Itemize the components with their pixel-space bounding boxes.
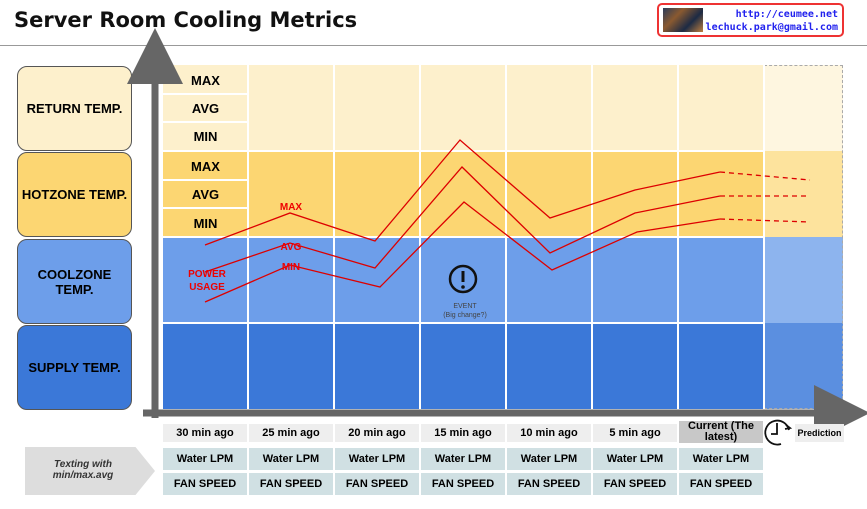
event-title: EVENT bbox=[453, 303, 477, 310]
avg-line bbox=[204, 166, 721, 273]
prediction-cell bbox=[764, 65, 843, 151]
water-lpm-cell: Water LPM bbox=[421, 448, 505, 470]
fan-speed-cell: FAN SPEED bbox=[507, 473, 591, 495]
min-line bbox=[204, 201, 721, 303]
return-avg-label: AVG bbox=[191, 100, 220, 116]
max-line bbox=[204, 139, 721, 246]
water-lpm-cell: Water LPM bbox=[249, 448, 333, 470]
time-label: 15 min ago bbox=[421, 424, 505, 442]
grid-line bbox=[763, 65, 765, 409]
contact-url[interactable]: http://ceumee.net bbox=[735, 9, 838, 20]
contact-email[interactable]: lechuck.park@gmail.com bbox=[705, 22, 838, 33]
grid-line bbox=[163, 93, 247, 95]
time-label: 5 min ago bbox=[593, 424, 677, 442]
band-supply bbox=[163, 323, 764, 409]
grid-line bbox=[163, 121, 247, 123]
min-prediction-line bbox=[719, 218, 811, 223]
water-lpm-cell: Water LPM bbox=[593, 448, 677, 470]
max-prediction-line bbox=[719, 171, 811, 181]
time-label: 10 min ago bbox=[507, 424, 591, 442]
grid-line bbox=[163, 236, 764, 238]
time-label-current: Current (The latest) bbox=[679, 421, 763, 443]
min-series-label: MIN bbox=[281, 262, 301, 273]
fan-speed-cell: FAN SPEED bbox=[249, 473, 333, 495]
return-max-label: MAX bbox=[191, 72, 220, 88]
zone-label-coolzone: COOLZONE TEMP. bbox=[17, 239, 132, 324]
hotzone-min-label: MIN bbox=[193, 215, 218, 231]
fan-speed-cell: FAN SPEED bbox=[593, 473, 677, 495]
zone-label-supply: SUPPLY TEMP. bbox=[17, 325, 132, 410]
time-label: 30 min ago bbox=[163, 424, 247, 442]
fan-speed-cell: FAN SPEED bbox=[679, 473, 763, 495]
event-icon bbox=[448, 264, 478, 294]
water-lpm-cell: Water LPM bbox=[679, 448, 763, 470]
avatar bbox=[663, 8, 703, 32]
fan-speed-cell: FAN SPEED bbox=[163, 473, 247, 495]
grid-line bbox=[163, 150, 764, 152]
event-note: (Big change?) bbox=[443, 312, 487, 319]
event-label: EVENT (Big change?) bbox=[430, 302, 500, 320]
prediction-cell bbox=[764, 237, 843, 323]
clock-icon bbox=[764, 419, 793, 446]
fan-speed-cell: FAN SPEED bbox=[421, 473, 505, 495]
max-series-label: MAX bbox=[279, 202, 303, 213]
fan-speed-cell: FAN SPEED bbox=[335, 473, 419, 495]
hotzone-max-label: MAX bbox=[191, 158, 220, 174]
avg-series-label: AVG bbox=[280, 242, 302, 253]
prediction-cell bbox=[764, 151, 843, 237]
water-lpm-cell: Water LPM bbox=[163, 448, 247, 470]
texting-label: Texting with min/max.avg bbox=[52, 459, 114, 481]
zone-label-return: RETURN TEMP. bbox=[17, 66, 132, 151]
page-title: Server Room Cooling Metrics bbox=[14, 8, 358, 32]
water-lpm-cell: Water LPM bbox=[507, 448, 591, 470]
grid-line bbox=[163, 179, 247, 181]
grid-line bbox=[163, 322, 764, 324]
return-min-label: MIN bbox=[193, 128, 218, 144]
contact-box: http://ceumee.net lechuck.park@gmail.com bbox=[657, 3, 844, 37]
time-label: 25 min ago bbox=[249, 424, 333, 442]
water-lpm-cell: Water LPM bbox=[335, 448, 419, 470]
hotzone-avg-label: AVG bbox=[191, 186, 220, 202]
texting-arrow bbox=[25, 447, 155, 495]
time-label: 20 min ago bbox=[335, 424, 419, 442]
band-return bbox=[163, 65, 764, 151]
grid-line bbox=[163, 207, 247, 209]
zone-label-hotzone: HOTZONE TEMP. bbox=[17, 152, 132, 237]
title-divider bbox=[0, 45, 867, 46]
prediction-label: Prediction bbox=[795, 424, 844, 442]
power-usage-label: POWER USAGE bbox=[188, 269, 226, 293]
